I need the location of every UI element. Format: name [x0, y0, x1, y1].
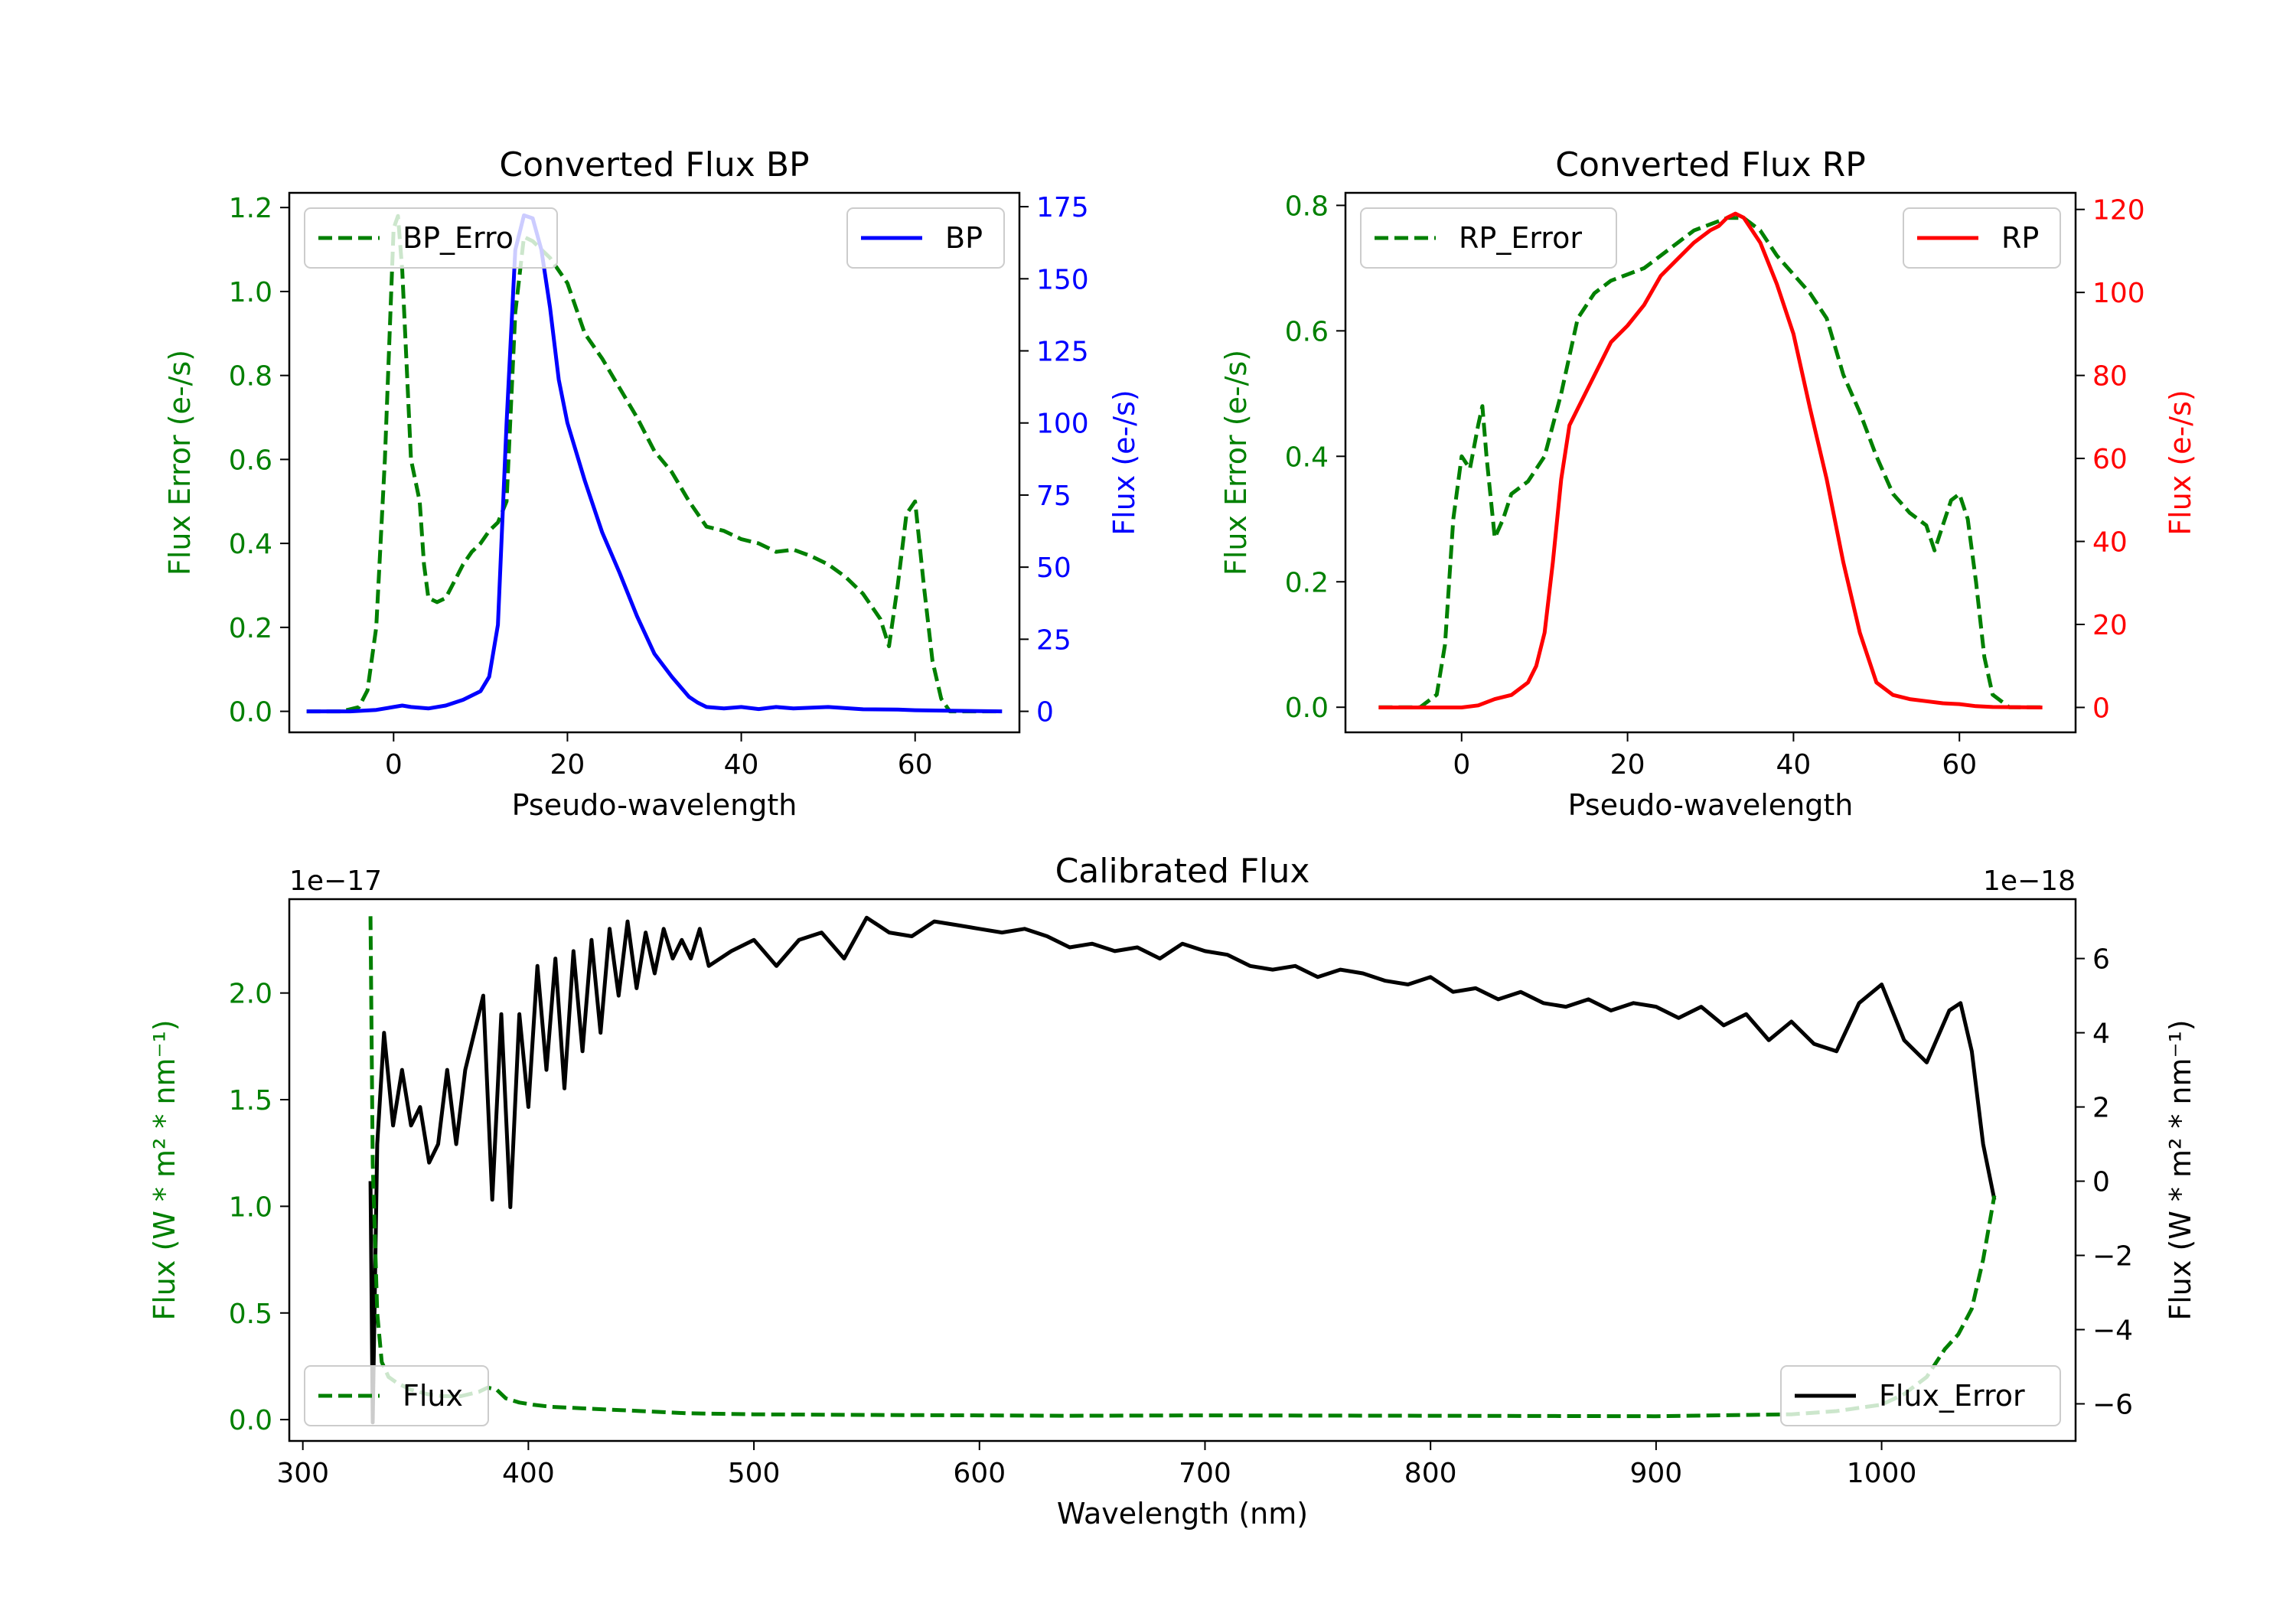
x-tick-label: 20 [550, 749, 585, 781]
y-left-tick-label: 1.5 [229, 1085, 272, 1116]
y-left-tick-label: 0.4 [1285, 442, 1329, 473]
y-right-tick-label: 120 [2092, 195, 2145, 227]
y-left-tick-label: 0.0 [229, 697, 272, 729]
y-left-axis-label: Flux (W * m² * nm⁻¹) [148, 1019, 181, 1320]
legend-label: BP_Erro [403, 221, 514, 255]
x-tick-label: 700 [1179, 1458, 1231, 1489]
y-left-tick-label: 0.4 [229, 529, 272, 560]
y-right-tick-label: 100 [2092, 278, 2145, 309]
y-right-tick-label: 25 [1036, 624, 1071, 656]
y-right-tick-label: 50 [1036, 553, 1071, 584]
legend-box [304, 207, 558, 269]
y-left-tick-label: 0.0 [1285, 693, 1329, 724]
legend-label: RP_Error [1459, 221, 1582, 255]
x-tick-label: 0 [385, 749, 403, 781]
y-right-tick-label: −2 [2092, 1241, 2133, 1273]
y-left-tick-label: 1.0 [229, 277, 272, 308]
y-right-tick-label: 175 [1036, 192, 1089, 223]
x-tick-label: 40 [724, 749, 759, 781]
chart-title: Calibrated Flux [1055, 852, 1310, 891]
y-right-tick-label: 150 [1036, 264, 1089, 295]
y-right-tick-label: 60 [2092, 444, 2128, 475]
legend-bp-error: BP_Erro [304, 207, 558, 269]
chart-title: Converted Flux BP [499, 145, 809, 184]
chart-rp: Converted Flux RP 0 20 40 60 0.0 0.2 0.4 0.6 0.8 0… [1219, 145, 2197, 822]
chart-title: Converted Flux RP [1555, 145, 1866, 184]
y-right-tick-label: 100 [1036, 409, 1089, 440]
chart-bp: Converted Flux BP 0 20 40 60 0.0 0.2 0.4 0.6 0.8 1… [163, 145, 1141, 822]
y-left-tick-label: 0.2 [229, 613, 272, 644]
x-tick-label: 300 [276, 1458, 329, 1489]
legend-rp: RP [1903, 207, 2061, 269]
y-right-tick-label: −6 [2092, 1390, 2133, 1421]
y-right-tick-label: 6 [2092, 944, 2110, 976]
y-right-tick-label: 80 [2092, 361, 2128, 393]
y-right-axis-label: Flux (e-/s) [1107, 390, 1141, 535]
y-right-tick-label: 0 [2092, 1167, 2110, 1198]
chart-cal: Calibrated Flux 300 400 500 600 700 800 900 1000… [148, 852, 2197, 1530]
y-left-tick-label: 0.8 [229, 361, 272, 393]
y-left-tick-label: 0.0 [229, 1405, 272, 1436]
y-left-tick-label: 0.6 [229, 445, 272, 476]
y-right-tick-label: 75 [1036, 481, 1071, 512]
series-line-rp [1378, 211, 2043, 709]
y-right-tick-label: 20 [2092, 610, 2128, 641]
y-right-tick-label: 4 [2092, 1019, 2110, 1050]
x-tick-label: 800 [1404, 1458, 1457, 1489]
y-left-tick-label: 0.2 [1285, 567, 1329, 598]
x-axis-label: Pseudo-wavelength [512, 788, 797, 822]
x-tick-label: 20 [1610, 749, 1645, 781]
x-axis-label: Wavelength (nm) [1057, 1497, 1308, 1530]
x-tick-label: 60 [1942, 749, 1977, 781]
x-tick-label: 1000 [1847, 1458, 1917, 1489]
y-left-tick-label: 2.0 [229, 979, 272, 1010]
legend-label: RP [2001, 221, 2039, 255]
legend-box [1903, 207, 2061, 269]
series-line-flux [368, 915, 1997, 1425]
legend-box [304, 1365, 489, 1426]
y-left-tick-label: 1.0 [229, 1191, 272, 1223]
series-line-bp-error [306, 214, 1003, 714]
series-line-rp-error [1378, 216, 2043, 709]
y-right-tick-label: −4 [2092, 1315, 2133, 1347]
y-right-axis-label: Flux (e-/s) [2164, 390, 2197, 535]
x-tick-label: 60 [898, 749, 933, 781]
x-axis-label: Pseudo-wavelength [1568, 788, 1854, 822]
legend-label: Flux [403, 1379, 463, 1413]
y-left-tick-label: 0.8 [1285, 191, 1329, 222]
y-right-offset-label: 1e−18 [1983, 865, 2076, 897]
x-tick-label: 400 [502, 1458, 555, 1489]
y-right-tick-label: 0 [2092, 693, 2110, 724]
x-tick-label: 600 [953, 1458, 1006, 1489]
x-tick-label: 40 [1776, 749, 1812, 781]
legend-label: BP [945, 221, 983, 255]
axes-frame [1344, 191, 2077, 734]
y-right-axis-label: Flux (W * m² * nm⁻¹) [2164, 1019, 2197, 1320]
x-tick-label: 500 [728, 1458, 781, 1489]
axes-frame [288, 191, 1021, 734]
x-tick-label: 900 [1630, 1458, 1683, 1489]
axes-frame [288, 898, 2077, 1442]
y-left-tick-label: 0.5 [229, 1299, 272, 1330]
y-right-tick-label: 125 [1036, 337, 1089, 368]
y-left-tick-label: 0.6 [1285, 316, 1329, 347]
y-right-tick-label: 0 [1036, 697, 1054, 729]
legend-box [846, 207, 1005, 269]
series-line-bp [306, 213, 1003, 714]
y-right-tick-label: 2 [2092, 1093, 2110, 1124]
legend-label: Flux_Error [1879, 1379, 2025, 1413]
y-left-offset-label: 1e−17 [289, 865, 382, 897]
y-left-axis-label: Flux Error (e-/s) [1219, 350, 1253, 575]
legend-box [1360, 207, 1617, 269]
legend-flux: Flux_Error [1780, 1365, 2061, 1426]
legend-bp: BP [846, 207, 1005, 269]
legend-box [1780, 1365, 2061, 1426]
x-tick-label: 0 [1453, 749, 1470, 781]
y-right-tick-label: 40 [2092, 527, 2128, 559]
y-left-tick-label: 1.2 [229, 193, 272, 224]
legend-rp-error: RP_Error [1360, 207, 1617, 269]
legend-flux-error: Flux [304, 1365, 489, 1426]
y-left-axis-label: Flux Error (e-/s) [163, 350, 197, 575]
